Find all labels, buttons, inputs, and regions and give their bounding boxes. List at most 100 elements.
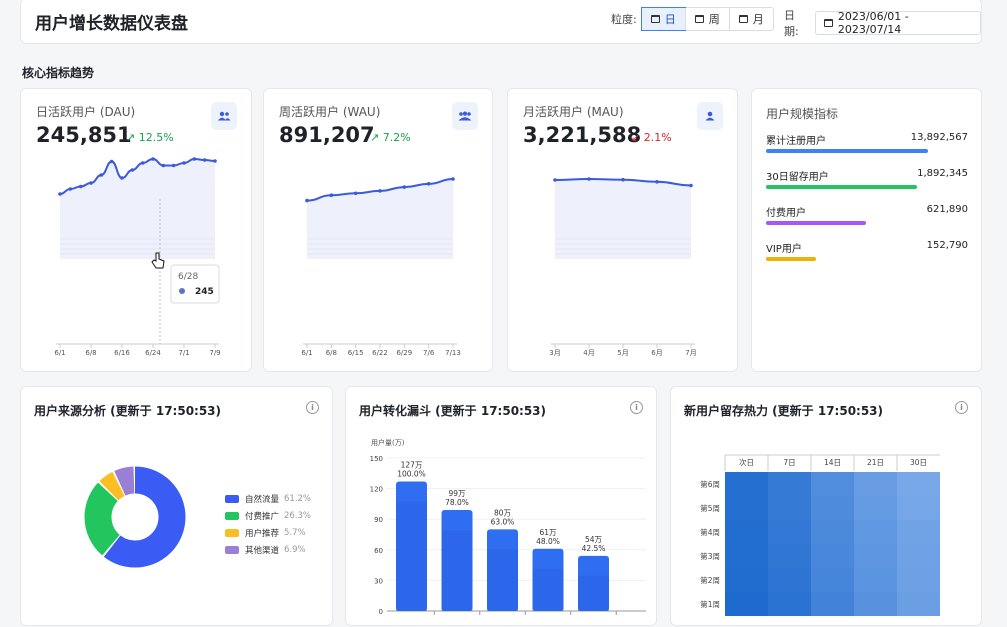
calendar-icon (694, 15, 704, 23)
row-label: 第4周 (700, 527, 720, 537)
funnel-bar-shade (532, 568, 564, 611)
x-tick-label: 3月 (549, 349, 560, 357)
x-tick-label: 6/8 (326, 349, 337, 357)
heat-cell (811, 568, 854, 592)
info-icon[interactable]: i (955, 401, 968, 414)
users-button[interactable] (452, 102, 478, 130)
granularity-day-button[interactable]: 日 (640, 7, 686, 31)
users-icon (218, 111, 231, 121)
heat-cell (854, 544, 897, 568)
legend-name: 付费推广 (245, 512, 280, 522)
granularity-segment: 日 周 月 (640, 7, 774, 31)
heat-cell (768, 544, 811, 568)
row-label: 第3周 (700, 551, 720, 561)
metric-trend: ↙ 2.1% (631, 131, 672, 144)
tooltip (170, 264, 220, 304)
data-point (689, 183, 693, 188)
data-point (192, 157, 197, 161)
data-point (451, 177, 455, 181)
bar-pct-label: 63.0% (491, 517, 515, 526)
pointer-cursor-icon (151, 252, 165, 269)
x-tick-label: 6/22 (372, 349, 388, 357)
x-tick-label: 7/13 (445, 349, 461, 357)
user-button[interactable] (697, 102, 723, 130)
data-point (305, 198, 309, 203)
metric-card-dau[interactable]: 日活跃用户 (DAU) 245,851 ↗ 12.5% 6/1 6/8 6/16 6/… (20, 88, 252, 372)
metric-label: 月活跃用户 (MAU) (523, 105, 624, 119)
bar-pct-label: 78.0% (445, 498, 469, 507)
tooltip-marker (179, 288, 185, 294)
area-fill (60, 159, 215, 259)
donut-slice (84, 466, 186, 568)
legend-swatch (225, 512, 239, 520)
heat-cell (811, 496, 854, 520)
legend-item[interactable]: 自然流量 61.2% (225, 493, 311, 505)
area-fill (555, 179, 691, 259)
x-tick-label: 6/8 (85, 349, 96, 357)
legend-item[interactable]: 其他渠道 6.9% (225, 544, 306, 556)
data-point (553, 178, 557, 182)
source-donut-chart (84, 466, 186, 568)
heat-cell (811, 592, 854, 616)
x-tick-label: 7/1 (178, 349, 189, 357)
metric-card-wau[interactable]: 周活跃用户 (WAU) 891,207 ↗ 7.2% 6/1 6/8 6/15 6/2… (263, 88, 493, 372)
data-point (120, 176, 124, 180)
data-point (58, 192, 62, 196)
data-point (621, 177, 625, 182)
y-tick-label: 0 (379, 608, 383, 616)
users-icon (458, 111, 472, 121)
users-button[interactable] (211, 102, 237, 130)
data-point (151, 157, 155, 161)
panel-title: 用户来源分析 (更新于 17:50:53) (34, 404, 222, 418)
legend-name: 自然流量 (245, 495, 280, 505)
source-panel: 用户来源分析 (更新于 17:50:53) i 自然流量 61.2% 付费推广 26.… (20, 386, 333, 626)
dau-line-chart: 6/1 6/8 6/16 6/24 7/1 7/9 6/28 245 (54, 157, 221, 357)
granularity-control: 粒度: 日 周 月 (611, 7, 774, 31)
bar-value-label: 54万 (585, 535, 603, 544)
x-tick-label: 7月 (685, 349, 696, 357)
heat-cell (768, 520, 811, 544)
metric-label: 周活跃用户 (WAU) (279, 105, 381, 119)
data-point (353, 191, 358, 196)
granularity-week-button[interactable]: 周 (684, 8, 729, 30)
scale-value: 1,892,345 (917, 168, 968, 179)
legend-item[interactable]: 付费推广 26.3% (225, 510, 311, 522)
legend-pct: 5.7% (284, 528, 306, 538)
user-icon (705, 111, 715, 121)
x-tick-label: 6/24 (145, 349, 161, 357)
heat-cell (854, 496, 897, 520)
header-bar: 用户增长数据仪表盘 粒度: 日 周 月 日期: 2023/06/01 - 202… (20, 0, 982, 44)
heat-cell (725, 496, 768, 520)
info-icon[interactable]: i (630, 401, 643, 414)
x-tick-label: 7/9 (209, 349, 220, 357)
calendar-icon (650, 15, 660, 23)
data-point (171, 163, 176, 168)
metric-card-mau[interactable]: 月活跃用户 (MAU) 3,221,588 ↙ 2.1% 3月 4月 5月 6月 7月 (507, 88, 738, 372)
granularity-label: 粒度: (611, 13, 637, 26)
heat-cell (725, 520, 768, 544)
x-tick-label: 6/16 (114, 349, 130, 357)
heat-cell (897, 544, 940, 568)
legend-item[interactable]: 用户推荐 5.7% (225, 527, 306, 539)
section-title: 核心指标趋势 (22, 66, 95, 80)
bar-pct-label: 42.5% (582, 544, 606, 553)
data-point (89, 181, 93, 185)
scale-title: 用户规模指标 (766, 107, 839, 121)
bar-value-label: 61万 (539, 528, 557, 537)
data-point (587, 177, 591, 181)
panel-title: 新用户留存热力 (更新于 17:50:53) (684, 404, 884, 418)
date-label: 日期: (784, 9, 799, 38)
granularity-month-button[interactable]: 月 (728, 8, 773, 30)
scale-name: VIP用户 (766, 244, 802, 255)
heat-cell (768, 592, 811, 616)
metric-value: 891,207 (279, 123, 375, 147)
x-tick-label: 6/1 (54, 349, 65, 357)
scale-name: 付费用户 (766, 208, 806, 219)
tooltip-value: 245 (195, 287, 214, 297)
heat-cell (854, 592, 897, 616)
row-label: 第1周 (700, 599, 720, 609)
info-icon[interactable]: i (306, 401, 319, 414)
heat-cell (854, 520, 897, 544)
date-range-picker[interactable]: 2023/06/01 - 2023/07/14 (815, 10, 981, 36)
